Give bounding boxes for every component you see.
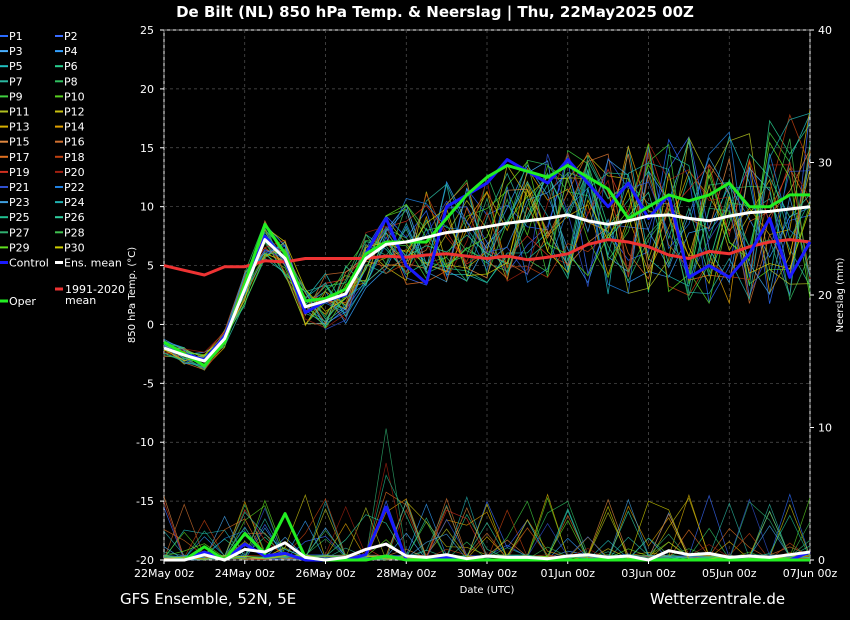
series-oper-precip [164, 512, 810, 562]
legend-label: P24 [64, 196, 85, 209]
legend-label: P12 [64, 106, 85, 119]
y-left-tick-label: 0 [147, 318, 154, 331]
y-right-label: Neerslag (mm) [835, 257, 846, 332]
legend-label: Oper [9, 295, 36, 308]
member-line-P23 [163, 156, 811, 368]
series-1991-2020-mean [163, 238, 811, 277]
legend-label: P3 [9, 45, 23, 58]
legend-label: Control [9, 257, 49, 270]
chart-title: De Bilt (NL) 850 hPa Temp. & Neerslag | … [176, 3, 694, 22]
y-left-tick-label: -20 [136, 554, 154, 567]
legend-label: P7 [9, 75, 23, 88]
legend-label: P11 [9, 106, 30, 119]
legend-label: P23 [9, 196, 30, 209]
footer-site: Wetterzentrale.de [650, 590, 785, 608]
legend-label: P22 [64, 181, 85, 194]
legend-label: P26 [64, 211, 85, 224]
x-tick-label: 01Jun 00z [541, 567, 596, 580]
y-left-tick-label: 15 [140, 142, 154, 155]
y-right-tick-label: 20 [818, 289, 832, 302]
y-left-tick-label: -10 [136, 436, 154, 449]
footer-source: GFS Ensemble, 52N, 5E [120, 590, 296, 608]
y-left-tick-label: 25 [140, 24, 154, 37]
x-tick-label: 28May 00z [376, 567, 436, 580]
legend-label: P19 [9, 166, 30, 179]
legend-label: P28 [64, 226, 85, 239]
x-axis-label: Date (UTC) [460, 585, 515, 596]
legend-label: P17 [9, 151, 30, 164]
legend-label: P10 [64, 90, 85, 103]
legend-label: P15 [9, 136, 30, 149]
member-line-P29 [163, 141, 811, 356]
x-tick-label: 24May 00z [215, 567, 275, 580]
y-left-ticks: 25 20 15 10 5 0 -5 -10 -15 -20 [136, 24, 164, 567]
y-right-ticks: 40 30 20 10 0 [810, 24, 832, 567]
y-right-tick-label: 10 [818, 422, 832, 435]
legend-label: P4 [64, 45, 78, 58]
legend-label: P30 [64, 241, 85, 254]
legend-label-cont: mean [65, 294, 96, 307]
x-tick-label: 22May 00z [134, 567, 194, 580]
legend: P1 P2 P3 P4 P5 P6 P7 P8 P9 P10 P11 P12 P13 P14 P15 P16 P… [0, 30, 125, 308]
legend-label: Ens. mean [64, 257, 122, 270]
y-right-tick-label: 30 [818, 157, 832, 170]
y-right-tick-label: 40 [818, 24, 832, 37]
member-line-P10 [163, 164, 811, 371]
x-tick-label: 05Jun 00z [702, 567, 757, 580]
legend-label: P13 [9, 121, 30, 134]
legend-label: P2 [64, 30, 78, 43]
legend-label: 1991-2020 [65, 283, 125, 296]
x-tick-label: 03Jun 00z [621, 567, 676, 580]
legend-label: P5 [9, 60, 23, 73]
x-tick-label: 07Jun 00z [783, 567, 838, 580]
legend-label: P6 [64, 60, 78, 73]
legend-label: P25 [9, 211, 30, 224]
main-series-lines [163, 158, 812, 562]
legend-label: P16 [64, 136, 85, 149]
legend-label: P29 [9, 241, 30, 254]
member-precip-P2 [163, 494, 811, 561]
legend-label: P14 [64, 121, 85, 134]
legend-label: P18 [64, 151, 85, 164]
y-left-tick-label: -15 [136, 495, 154, 508]
y-left-tick-label: 10 [140, 201, 154, 214]
y-left-tick-label: 20 [140, 83, 154, 96]
y-left-label: 850 hPa Temp. (°C) [127, 247, 138, 343]
legend-label: P27 [9, 226, 30, 239]
legend-label: P20 [64, 166, 85, 179]
y-left-tick-label: -5 [143, 377, 154, 390]
y-left-tick-label: 5 [147, 260, 154, 273]
series-oper [163, 163, 810, 368]
x-tick-label: 26May 00z [295, 567, 355, 580]
legend-label: P21 [9, 181, 30, 194]
legend-label: P9 [9, 90, 23, 103]
x-tick-label: 30May 00z [457, 567, 517, 580]
legend-label: P1 [9, 30, 23, 43]
series-ens-mean-precip [164, 541, 811, 562]
series-ens-mean [163, 205, 811, 363]
y-right-tick-label: 0 [818, 554, 825, 567]
x-ticks: 22May 00z 24May 00z 26May 00z 28May 00z 30Ma… [134, 560, 837, 580]
member-line-P7 [163, 159, 811, 362]
legend-label: P8 [64, 75, 78, 88]
